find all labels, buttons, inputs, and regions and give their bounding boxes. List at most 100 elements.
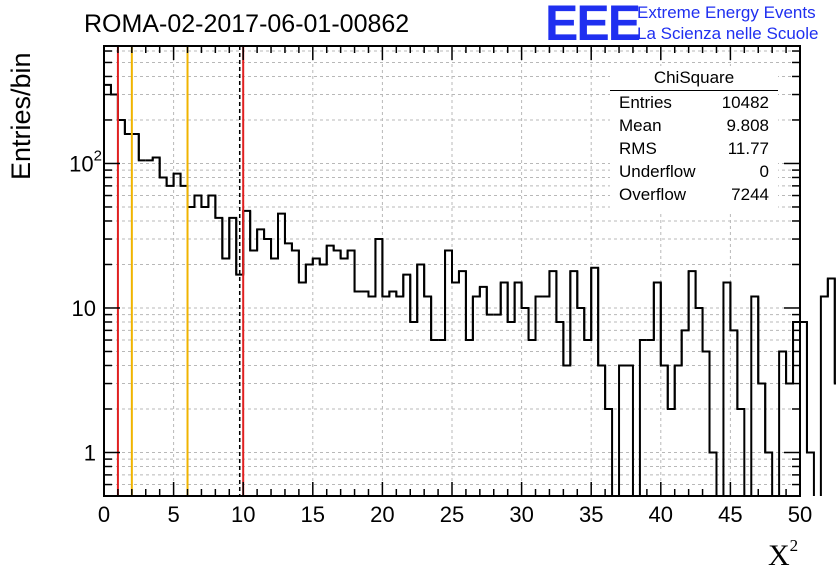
histogram-bin: [158, 157, 168, 186]
x-tick-label: 50: [788, 502, 812, 527]
histogram-bin: [444, 249, 453, 341]
histogram-bin: [527, 296, 537, 342]
histogram-bin: [485, 286, 494, 316]
stat-label: Underflow: [619, 162, 696, 181]
x-tick-label: 35: [579, 502, 603, 527]
stat-row-rms: RMS 11.77: [610, 137, 778, 160]
x-tick-label: 0: [98, 502, 110, 527]
histogram-bin: [200, 195, 210, 208]
histogram-bin: [137, 133, 146, 162]
x-tick-label: 25: [440, 502, 464, 527]
histogram-bin: [638, 339, 647, 496]
stat-value: 9.808: [726, 116, 769, 135]
y-tick-label: 10: [72, 296, 96, 321]
histogram-bin: [729, 282, 739, 409]
histogram-bin: [438, 250, 447, 342]
histogram-bin: [374, 238, 384, 297]
histogram-bin: [165, 173, 175, 187]
histogram-bin: [242, 209, 252, 275]
histogram-bin: [367, 239, 377, 298]
stat-row-mean: Mean 9.808: [610, 114, 778, 137]
x-tick-label: 10: [231, 502, 255, 527]
histogram-bin: [757, 296, 767, 453]
histogram-bin: [506, 282, 516, 323]
x-tick-label: 30: [509, 502, 533, 527]
histogram-bin: [249, 210, 259, 252]
histogram-bin: [451, 250, 460, 284]
stat-value: 0: [759, 162, 769, 181]
histogram-bin: [131, 132, 140, 161]
histogram-bin: [179, 173, 189, 207]
histogram-bin: [513, 281, 523, 322]
x-axis-label: X2: [768, 536, 798, 573]
histogram-bin: [214, 195, 224, 259]
histogram-bin: [618, 364, 626, 496]
histogram-bin: [228, 216, 238, 275]
histogram-bin: [666, 365, 676, 410]
histogram-bin: [395, 274, 405, 298]
histogram-bin: [457, 270, 467, 341]
histogram-bin: [736, 330, 746, 496]
stat-value: 10482: [721, 93, 769, 112]
histogram-bin: [416, 263, 426, 322]
histogram-bin: [652, 281, 662, 366]
histogram-bin: [542, 271, 551, 298]
histogram-bin: [186, 185, 196, 208]
histogram-bin: [263, 229, 273, 259]
histogram-bin: [604, 365, 614, 496]
histogram-bin: [318, 245, 328, 266]
stat-label: Entries: [619, 93, 672, 112]
histogram-bin: [353, 250, 362, 293]
histogram-bin: [277, 212, 286, 259]
x-tick-label: 45: [718, 502, 742, 527]
histogram-bin: [778, 350, 788, 496]
histogram-bin: [423, 264, 433, 341]
histogram-bin: [290, 243, 300, 283]
x-tick-label: 40: [649, 502, 673, 527]
histogram-bin: [576, 271, 586, 341]
histogram-bin: [103, 83, 112, 496]
y-axis-label: Entries/bin: [6, 52, 36, 180]
histogram-bin: [172, 172, 182, 186]
histogram-bin: [116, 94, 126, 134]
chart-title: ROMA-02-2017-06-01-00862: [84, 10, 410, 38]
histogram-bin: [534, 295, 543, 341]
histogram-bin: [311, 257, 321, 265]
stat-row-overflow: Overflow 7244: [610, 183, 778, 206]
histogram-bin: [464, 271, 474, 342]
histogram-bin: [673, 330, 683, 409]
histogram-bin: [109, 84, 119, 120]
histogram-bin: [478, 285, 488, 315]
histogram-bin: [646, 282, 655, 342]
histogram-bin: [283, 213, 293, 251]
histogram-bin: [694, 271, 704, 352]
histogram-bin: [361, 290, 370, 297]
histogram-bin: [826, 277, 836, 384]
logo-line-1: Extreme Energy Events: [637, 3, 816, 22]
histogram-bin: [123, 119, 132, 135]
histogram-bin: [471, 286, 481, 341]
x-tick-label: 20: [370, 502, 394, 527]
histogram-bin: [409, 264, 419, 323]
logo-line-2: La Scienza nelle Scuole: [637, 24, 819, 43]
eee-logo: EEE: [545, 0, 641, 51]
histogram-bin: [346, 249, 356, 292]
histogram-bin: [493, 282, 502, 316]
histogram-bin: [583, 267, 593, 342]
histogram-bin: [339, 250, 349, 260]
x-tick-label: 15: [301, 502, 325, 527]
stat-label: Mean: [619, 116, 662, 135]
histogram-bin: [304, 258, 314, 283]
histogram-bin: [785, 321, 795, 385]
histogram-bin: [659, 282, 669, 409]
histogram-bin: [701, 307, 711, 453]
stat-label: RMS: [619, 139, 657, 158]
histogram-bin: [833, 278, 836, 385]
stat-row-underflow: Underflow 0: [610, 160, 778, 183]
stat-value: 7244: [731, 185, 769, 204]
histogram-bin: [597, 267, 607, 409]
x-tick-label: 5: [167, 502, 179, 527]
histogram-bin: [764, 383, 774, 496]
histogram-bin: [193, 194, 203, 207]
